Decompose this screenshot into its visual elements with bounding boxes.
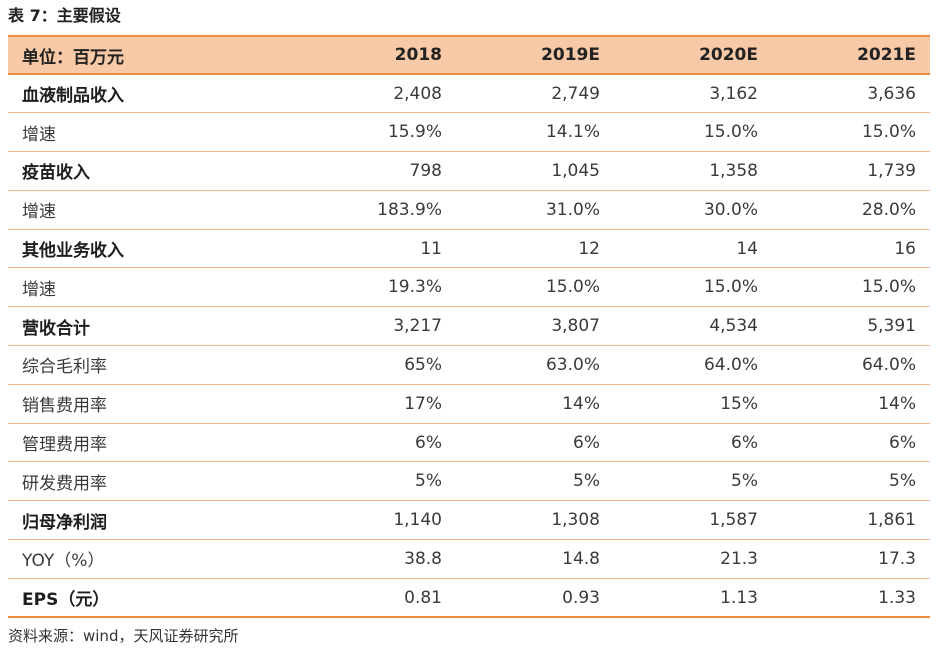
table-cell: 28.0% bbox=[772, 190, 930, 230]
table-cell: 3,162 bbox=[614, 74, 772, 114]
table-cell: 1,358 bbox=[614, 151, 772, 191]
table-cell: 6% bbox=[614, 423, 772, 463]
table-cell: 3,807 bbox=[456, 306, 614, 347]
table-cell: 12 bbox=[456, 229, 614, 269]
table-cell: 1.13 bbox=[614, 578, 772, 619]
assumptions-table: 单位：百万元 2018 2019E 2020E 2021E 血液制品收入 2,40… bbox=[8, 35, 930, 619]
table-cell: 30.0% bbox=[614, 190, 772, 230]
table-cell: 17% bbox=[298, 384, 456, 424]
row-label: 归母净利润 bbox=[8, 500, 298, 541]
table-cell: 16 bbox=[772, 229, 930, 269]
table-row: 营收合计 3,217 3,807 4,534 5,391 bbox=[8, 306, 930, 347]
table-cell: 5% bbox=[614, 461, 772, 502]
header-col-2021e: 2021E bbox=[772, 35, 930, 75]
table-cell: 5% bbox=[456, 461, 614, 502]
table-cell: 3,636 bbox=[772, 74, 930, 114]
table-row: 增速 183.9% 31.0% 30.0% 28.0% bbox=[8, 190, 930, 230]
row-label: 营收合计 bbox=[8, 306, 298, 347]
table-cell: 15.0% bbox=[614, 267, 772, 308]
table-cell: 15% bbox=[614, 384, 772, 424]
table-cell: 15.9% bbox=[298, 112, 456, 153]
table-cell: 15.0% bbox=[614, 112, 772, 153]
table-cell: 4,534 bbox=[614, 306, 772, 347]
table-row: YOY（%） 38.8 14.8 21.3 17.3 bbox=[8, 539, 930, 579]
table-row: 销售费用率 17% 14% 15% 14% bbox=[8, 384, 930, 424]
table-cell: 15.0% bbox=[456, 267, 614, 308]
row-label: 疫苗收入 bbox=[8, 151, 298, 191]
table-cell: 38.8 bbox=[298, 539, 456, 579]
row-label: 销售费用率 bbox=[8, 384, 298, 424]
row-label: 增速 bbox=[8, 190, 298, 230]
table-cell: 1,045 bbox=[456, 151, 614, 191]
table-cell: 14.8 bbox=[456, 539, 614, 579]
header-unit-label: 单位：百万元 bbox=[8, 35, 298, 75]
row-label: EPS（元） bbox=[8, 578, 298, 619]
table-cell: 64.0% bbox=[614, 345, 772, 385]
table-row: 其他业务收入 11 12 14 16 bbox=[8, 229, 930, 269]
header-col-2020e: 2020E bbox=[614, 35, 772, 75]
table-cell: 14 bbox=[614, 229, 772, 269]
table-cell: 17.3 bbox=[772, 539, 930, 579]
table-cell: 14% bbox=[772, 384, 930, 424]
table-row: 血液制品收入 2,408 2,749 3,162 3,636 bbox=[8, 74, 930, 114]
table-cell: 5% bbox=[772, 461, 930, 502]
table-cell: 31.0% bbox=[456, 190, 614, 230]
table-row: 综合毛利率 65% 63.0% 64.0% 64.0% bbox=[8, 345, 930, 385]
table-cell: 5% bbox=[298, 461, 456, 502]
table-row: 研发费用率 5% 5% 5% 5% bbox=[8, 461, 930, 502]
row-label: 管理费用率 bbox=[8, 423, 298, 463]
header-col-2018: 2018 bbox=[298, 35, 456, 75]
table-cell: 14% bbox=[456, 384, 614, 424]
table-cell: 64.0% bbox=[772, 345, 930, 385]
table-cell: 14.1% bbox=[456, 112, 614, 153]
row-label: 研发费用率 bbox=[8, 461, 298, 502]
table-header-row: 单位：百万元 2018 2019E 2020E 2021E bbox=[8, 35, 930, 75]
table-row: 增速 19.3% 15.0% 15.0% 15.0% bbox=[8, 267, 930, 308]
table-cell: 6% bbox=[456, 423, 614, 463]
table-cell: 63.0% bbox=[456, 345, 614, 385]
table-cell: 6% bbox=[772, 423, 930, 463]
table-cell: 15.0% bbox=[772, 112, 930, 153]
table-cell: 1,308 bbox=[456, 500, 614, 541]
table-cell: 19.3% bbox=[298, 267, 456, 308]
row-label: 其他业务收入 bbox=[8, 229, 298, 269]
row-label: 增速 bbox=[8, 112, 298, 153]
table-body: 血液制品收入 2,408 2,749 3,162 3,636 增速 15.9% 14.1% 15… bbox=[8, 74, 930, 619]
row-label: 血液制品收入 bbox=[8, 74, 298, 114]
row-label: 综合毛利率 bbox=[8, 345, 298, 385]
table-cell: 1.33 bbox=[772, 578, 930, 619]
table-cell: 6% bbox=[298, 423, 456, 463]
table-cell: 2,749 bbox=[456, 74, 614, 114]
table-cell: 11 bbox=[298, 229, 456, 269]
table-cell: 65% bbox=[298, 345, 456, 385]
row-label: YOY（%） bbox=[8, 539, 298, 579]
header-col-2019e: 2019E bbox=[456, 35, 614, 75]
table-cell: 21.3 bbox=[614, 539, 772, 579]
table-cell: 1,587 bbox=[614, 500, 772, 541]
table-caption: 表 7：主要假设 bbox=[8, 6, 121, 25]
table-cell: 1,861 bbox=[772, 500, 930, 541]
table-cell: 798 bbox=[298, 151, 456, 191]
table-cell: 1,739 bbox=[772, 151, 930, 191]
table-cell: 5,391 bbox=[772, 306, 930, 347]
table-cell: 15.0% bbox=[772, 267, 930, 308]
table-cell: 1,140 bbox=[298, 500, 456, 541]
table-row: 归母净利润 1,140 1,308 1,587 1,861 bbox=[8, 500, 930, 541]
table-cell: 183.9% bbox=[298, 190, 456, 230]
source-note: 资料来源：wind，天风证券研究所 bbox=[8, 627, 239, 645]
table-cell: 3,217 bbox=[298, 306, 456, 347]
table-cell: 0.81 bbox=[298, 578, 456, 619]
table-cell: 0.93 bbox=[456, 578, 614, 619]
table-row: 疫苗收入 798 1,045 1,358 1,739 bbox=[8, 151, 930, 191]
table-row: EPS（元） 0.81 0.93 1.13 1.33 bbox=[8, 578, 930, 619]
table-row: 管理费用率 6% 6% 6% 6% bbox=[8, 423, 930, 463]
table-row: 增速 15.9% 14.1% 15.0% 15.0% bbox=[8, 112, 930, 153]
table-cell: 2,408 bbox=[298, 74, 456, 114]
row-label: 增速 bbox=[8, 267, 298, 308]
